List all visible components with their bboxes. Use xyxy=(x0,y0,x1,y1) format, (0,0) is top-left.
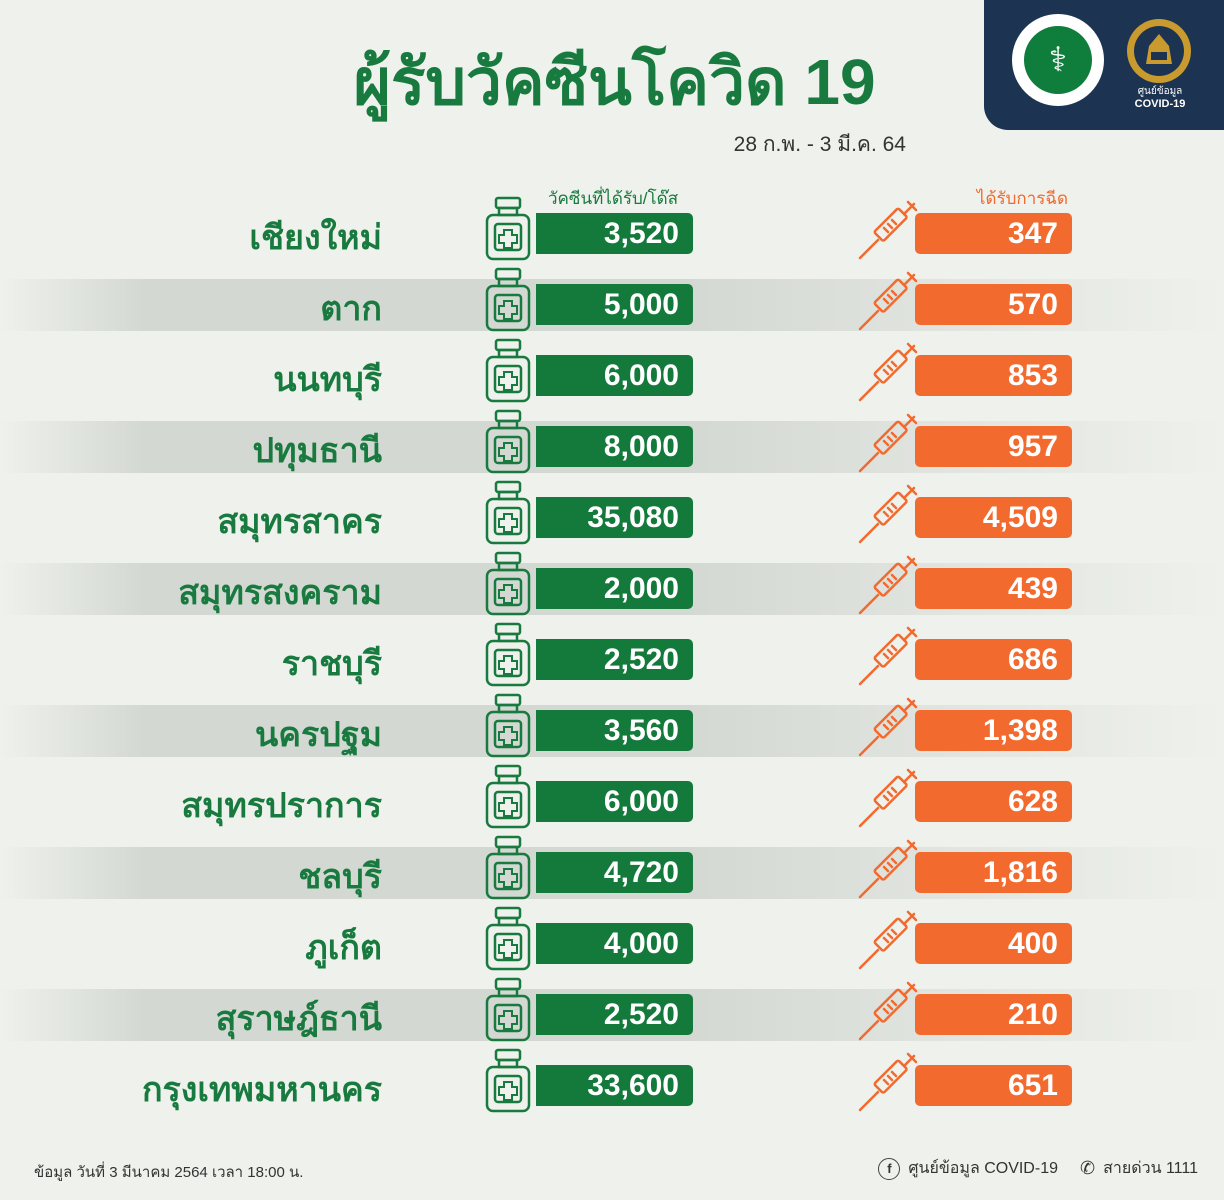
syringe-icon xyxy=(856,269,920,333)
syringe-icon xyxy=(856,482,920,546)
facebook-page-label: ศูนย์ข้อมูล COVID-19 xyxy=(908,1160,1058,1177)
footer-contacts: f ศูนย์ข้อมูล COVID-19 ✆ สายด่วน 1111 xyxy=(878,1156,1198,1181)
table-row: ปทุมธานี 8,000 957 xyxy=(0,409,1224,482)
vaccine-bottle-icon xyxy=(482,267,534,333)
vaccine-count: 2,000 xyxy=(536,568,693,609)
injected-count: 957 xyxy=(915,426,1072,467)
table-row: สมุทรปราการ 6,000 628 xyxy=(0,764,1224,837)
injected-count: 210 xyxy=(915,994,1072,1035)
injected-count: 347 xyxy=(915,213,1072,254)
vaccine-bottle-icon xyxy=(482,338,534,404)
table-row: เชียงใหม่ 3,520 347 xyxy=(0,196,1224,269)
table-row: สมุทรสงคราม 2,000 439 xyxy=(0,551,1224,624)
province-name: สุราษฎ์ธานี xyxy=(215,1000,382,1038)
vaccine-bottle-icon xyxy=(482,1048,534,1114)
hotline-label: สายด่วน 1111 xyxy=(1103,1160,1198,1177)
syringe-icon xyxy=(856,198,920,262)
vaccine-count: 5,000 xyxy=(536,284,693,325)
table-row: ตาก 5,000 570 xyxy=(0,267,1224,340)
vaccine-column-header: วัคซีนที่ได้รับ/โด๊ส xyxy=(548,189,679,208)
table-row: สุราษฎ์ธานี 2,520 210 xyxy=(0,977,1224,1050)
province-name: เชียงใหม่ xyxy=(249,219,382,257)
ministry-of-public-health-logo: ⚕ xyxy=(1012,14,1104,106)
syringe-icon xyxy=(856,908,920,972)
data-note: ข้อมูล วันที่ 3 มีนาคม 2564 เวลา 18:00 น… xyxy=(34,1164,304,1181)
province-name: สมุทรสงคราม xyxy=(178,574,382,612)
vaccine-bottle-icon xyxy=(482,835,534,901)
syringe-icon xyxy=(856,411,920,475)
caduceus-icon: ⚕ xyxy=(1048,40,1068,80)
vaccine-count: 33,600 xyxy=(536,1065,693,1106)
province-name: สมุทรสาคร xyxy=(217,503,382,541)
royal-emblem-icon xyxy=(1127,19,1191,83)
province-name: ปทุมธานี xyxy=(252,432,383,470)
province-name: ราชบุรี xyxy=(281,645,382,683)
vaccine-count: 35,080 xyxy=(536,497,693,538)
injected-count: 1,398 xyxy=(915,710,1072,751)
vaccine-bottle-icon xyxy=(482,622,534,688)
injected-count: 651 xyxy=(915,1065,1072,1106)
injected-count: 439 xyxy=(915,568,1072,609)
facebook-icon: f xyxy=(878,1157,901,1180)
table-row: ภูเก็ต 4,000 400 xyxy=(0,906,1224,979)
table-row: ชลบุรี 4,720 1,816 xyxy=(0,835,1224,908)
province-name: ภูเก็ต xyxy=(305,929,382,967)
emblem-label-thai: ศูนย์ข้อมูล xyxy=(1137,86,1183,97)
province-name: ตาก xyxy=(320,290,382,328)
injected-count: 853 xyxy=(915,355,1072,396)
vaccine-count: 6,000 xyxy=(536,355,693,396)
injected-count: 628 xyxy=(915,781,1072,822)
syringe-icon xyxy=(856,553,920,617)
injected-count: 1,816 xyxy=(915,852,1072,893)
vaccine-count: 4,000 xyxy=(536,923,693,964)
syringe-icon xyxy=(856,766,920,830)
date-range: 28 ก.พ. - 3 มี.ค. 64 xyxy=(733,133,906,156)
page-title: ผู้รับวัคซีนโควิด 19 xyxy=(353,46,876,118)
vaccine-bottle-icon xyxy=(482,764,534,830)
vaccine-bottle-icon xyxy=(482,480,534,546)
table-row: นนทบุรี 6,000 853 xyxy=(0,338,1224,411)
logo-panel: ⚕ ศูนย์ข้อมูล COVID-19 xyxy=(984,0,1224,130)
syringe-icon xyxy=(856,624,920,688)
province-name: นครปฐม xyxy=(254,716,382,754)
vaccine-count: 3,560 xyxy=(536,710,693,751)
covid-center-label: ศูนย์ข้อมูล COVID-19 xyxy=(1116,86,1204,110)
vaccine-bottle-icon xyxy=(482,196,534,262)
syringe-icon xyxy=(856,979,920,1043)
vaccine-bottle-icon xyxy=(482,409,534,475)
emblem-label-covid: COVID-19 xyxy=(1134,98,1186,110)
injected-count: 570 xyxy=(915,284,1072,325)
injected-count: 400 xyxy=(915,923,1072,964)
vaccine-bottle-icon xyxy=(482,551,534,617)
table-row: ราชบุรี 2,520 686 xyxy=(0,622,1224,695)
injected-count: 686 xyxy=(915,639,1072,680)
vaccine-count: 6,000 xyxy=(536,781,693,822)
table-row: สมุทรสาคร 35,080 4,509 xyxy=(0,480,1224,553)
injected-column-header: ได้รับการฉีด xyxy=(976,189,1068,208)
vaccine-bottle-icon xyxy=(482,906,534,972)
province-name: ชลบุรี xyxy=(298,858,382,896)
vaccine-bottle-icon xyxy=(482,693,534,759)
province-name: นนทบุรี xyxy=(273,361,382,399)
province-name: กรุงเทพมหานคร xyxy=(141,1071,382,1109)
vaccine-count: 4,720 xyxy=(536,852,693,893)
vaccine-count: 3,520 xyxy=(536,213,693,254)
syringe-icon xyxy=(856,340,920,404)
vaccine-count: 2,520 xyxy=(536,994,693,1035)
province-name: สมุทรปราการ xyxy=(181,787,382,825)
vaccine-count: 8,000 xyxy=(536,426,693,467)
phone-icon: ✆ xyxy=(1079,1158,1096,1178)
vaccine-count: 2,520 xyxy=(536,639,693,680)
syringe-icon xyxy=(856,837,920,901)
injected-count: 4,509 xyxy=(915,497,1072,538)
syringe-icon xyxy=(856,695,920,759)
syringe-icon xyxy=(856,1050,920,1114)
table-row: กรุงเทพมหานคร 33,600 651 xyxy=(0,1048,1224,1121)
table-row: นครปฐม 3,560 1,398 xyxy=(0,693,1224,766)
vaccine-bottle-icon xyxy=(482,977,534,1043)
